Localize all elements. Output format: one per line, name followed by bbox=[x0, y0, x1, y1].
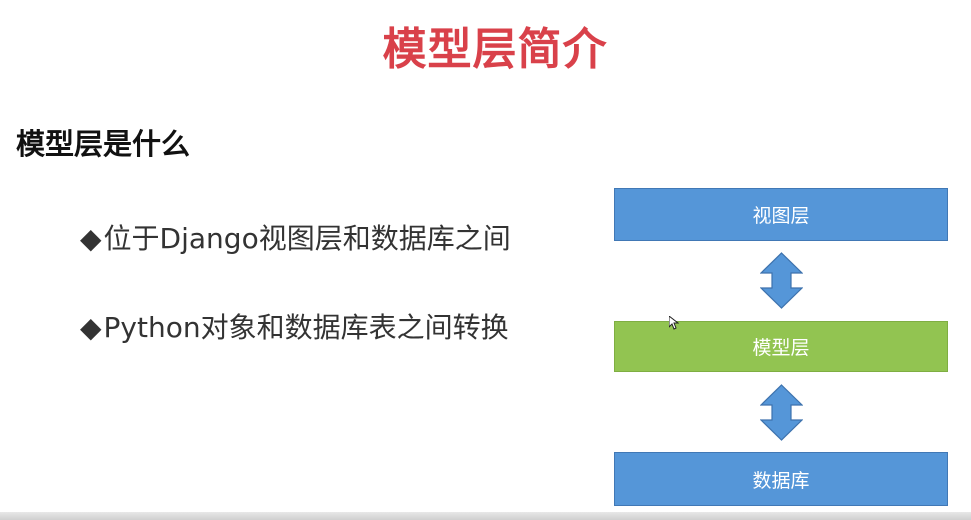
double-vertical-arrow-icon bbox=[760, 252, 803, 309]
bullet-item: ◆Python对象和数据库表之间转换 bbox=[80, 308, 509, 348]
bullet-item: ◆位于Django视图层和数据库之间 bbox=[80, 219, 511, 259]
bullet-text: 位于Django视图层和数据库之间 bbox=[103, 222, 511, 255]
diamond-bullet-icon: ◆ bbox=[80, 311, 102, 344]
database-layer-box: 数据库 bbox=[614, 452, 948, 506]
model-layer-box: 模型层 bbox=[614, 321, 948, 372]
model-layer-label: 模型层 bbox=[752, 337, 810, 359]
bottom-edge bbox=[0, 512, 971, 520]
mouse-cursor-icon bbox=[669, 316, 679, 330]
database-layer-label: 数据库 bbox=[752, 469, 810, 492]
section-heading: 模型层是什么 bbox=[16, 127, 191, 161]
bullet-text: Python对象和数据库表之间转换 bbox=[103, 311, 509, 344]
view-layer-box: 视图层 bbox=[614, 188, 948, 241]
double-vertical-arrow-icon bbox=[760, 384, 803, 441]
slide-title: 模型层简介 bbox=[382, 24, 608, 75]
view-layer-label: 视图层 bbox=[752, 205, 810, 227]
diamond-bullet-icon: ◆ bbox=[80, 222, 102, 255]
